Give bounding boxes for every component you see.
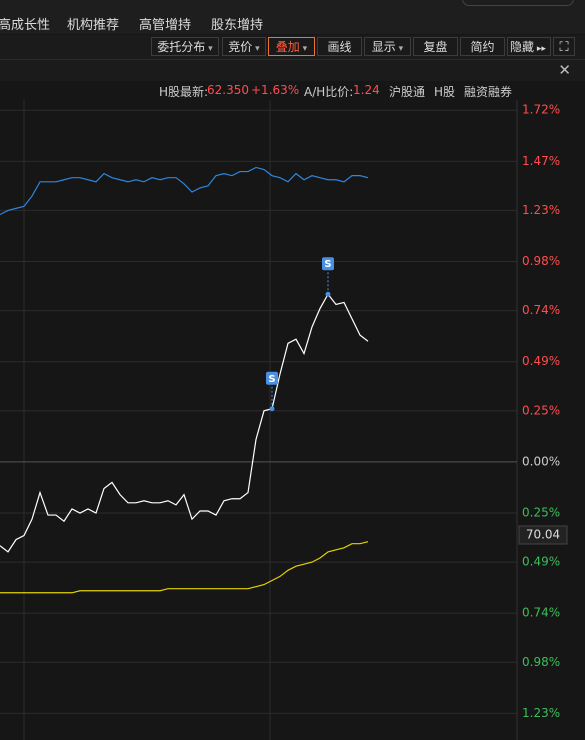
toolbar-button[interactable]: 叠加 — [268, 37, 315, 56]
signal-point — [325, 291, 331, 297]
tab[interactable]: 机构推荐 — [67, 18, 120, 33]
y-tick-label: 0.74% — [522, 606, 560, 620]
series-line — [0, 541, 369, 594]
tab[interactable]: 股东增持 — [211, 18, 264, 33]
y-tick-label: 1.47% — [522, 154, 560, 168]
y-tick-label: 1.23% — [522, 203, 560, 217]
info-label: H股最新: — [159, 85, 209, 99]
price-tag: 70.04 — [526, 528, 560, 542]
info-link[interactable]: 融资融券 — [464, 85, 513, 99]
signal-badge — [266, 371, 278, 385]
tab-bar: 高成长性 机构推荐 高管增持 股东增持 — [0, 0, 585, 34]
y-tick-label: 0.25% — [522, 506, 560, 520]
tab[interactable]: 高成长性 — [0, 18, 51, 33]
signal-badge — [322, 257, 334, 271]
series-line — [0, 293, 369, 553]
panel-header: ✕ — [0, 59, 585, 81]
close-button[interactable]: ✕ — [558, 61, 571, 79]
toolbar: 委托分布 竞价 叠加 画线 显示 复盘 简约 隐藏 ▸▸ ⛶ — [0, 35, 585, 59]
info-value: +1.63% — [251, 83, 300, 97]
fullscreen-button[interactable]: ⛶ — [553, 37, 575, 56]
y-tick-label: 1.23% — [522, 706, 560, 720]
signal-label: S — [324, 259, 331, 270]
y-tick-label: 0.98% — [522, 254, 560, 268]
y-tick-label: 1.72% — [522, 103, 560, 117]
info-link[interactable]: H股 — [434, 85, 456, 99]
toolbar-button[interactable]: 显示 — [364, 37, 411, 56]
info-link[interactable]: 沪股通 — [389, 85, 426, 99]
toolbar-button[interactable]: 复盘 — [413, 37, 458, 56]
y-tick-label: 0.49% — [522, 354, 560, 368]
info-value: 1.24 — [353, 83, 380, 97]
toolbar-button[interactable]: 隐藏 ▸▸ — [507, 37, 551, 56]
toolbar-button[interactable]: 委托分布 — [151, 37, 219, 56]
info-label: A/H比价: — [304, 85, 354, 99]
series-line — [0, 166, 369, 216]
search-pill[interactable] — [462, 0, 574, 6]
toolbar-button[interactable]: 画线 — [317, 37, 362, 56]
toolbar-button[interactable]: 竞价 — [222, 37, 266, 56]
y-tick-label: 0.74% — [522, 303, 560, 317]
price-tag-box — [518, 525, 568, 545]
tab[interactable]: 高管增持 — [139, 18, 192, 33]
y-tick-label: 0.00% — [522, 454, 560, 468]
toolbar-button[interactable]: 简约 — [460, 37, 505, 56]
y-tick-label: 0.49% — [522, 555, 560, 569]
signal-label: S — [268, 374, 275, 385]
info-value: 62.350 — [207, 83, 249, 97]
signal-point — [269, 406, 275, 412]
button-label: 隐藏 — [510, 40, 535, 54]
y-tick-label: 0.98% — [522, 655, 560, 669]
y-tick-label: 0.25% — [522, 403, 560, 417]
